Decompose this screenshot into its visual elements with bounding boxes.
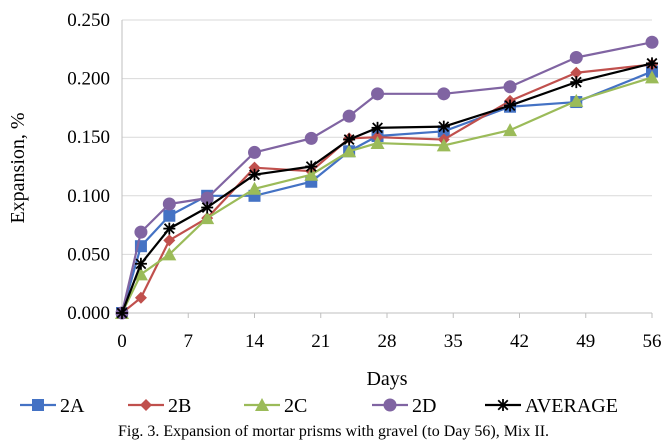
- x-tick-label: 49: [576, 331, 595, 352]
- legend-marker-2b: [140, 399, 152, 411]
- x-tick-label: 21: [311, 331, 330, 352]
- data-point-average: [570, 76, 583, 89]
- y-tick-label: 0.050: [67, 244, 110, 265]
- data-point-2d: [134, 225, 148, 239]
- x-tick-label: 14: [245, 331, 265, 352]
- legend-marker-2c: [255, 398, 269, 411]
- data-point-average: [646, 57, 658, 70]
- x-axis-title: Days: [366, 368, 407, 390]
- data-point-2c: [200, 211, 215, 225]
- legend-label-2d: 2D: [412, 395, 436, 417]
- data-point-2c: [370, 136, 385, 150]
- legend-item-2a: 2A: [20, 395, 85, 417]
- y-tick-label: 0.250: [67, 10, 110, 31]
- data-point-2d: [342, 109, 356, 123]
- axes: [121, 20, 653, 318]
- series-line-2d: [120, 41, 653, 314]
- data-point-2c: [436, 138, 451, 152]
- series-line-2b: [121, 63, 653, 314]
- x-tick-label: 28: [378, 331, 397, 352]
- data-point-2d: [645, 35, 659, 49]
- x-tick-label: 7: [184, 331, 194, 352]
- data-point-2c: [342, 144, 357, 158]
- data-point-2c: [569, 93, 584, 107]
- data-point-2c: [503, 123, 518, 137]
- data-point-2b: [163, 234, 176, 247]
- x-tick-label: 56: [643, 331, 662, 352]
- data-point-average: [248, 168, 261, 181]
- data-point-average: [305, 160, 318, 173]
- y-tick-label: 0.100: [67, 186, 110, 207]
- data-point-2c: [304, 167, 319, 181]
- legend-label-2a: 2A: [60, 395, 85, 417]
- data-point-2d: [162, 197, 176, 211]
- figure-caption: Fig. 3. Expansion of mortar prisms with …: [117, 423, 550, 440]
- data-point-2a: [163, 209, 176, 222]
- data-point-average: [371, 121, 384, 134]
- series-line-average: [120, 62, 653, 314]
- legend-marker-2d: [383, 398, 397, 412]
- data-point-2d: [248, 145, 261, 159]
- data-point-average: [437, 120, 450, 133]
- data-point-2c: [133, 267, 148, 281]
- y-tick-label: 0.200: [67, 69, 110, 90]
- legend: 2A 2B 2C 2D AVERAGE: [20, 395, 618, 417]
- series-average: [116, 57, 658, 319]
- legend-label-average: AVERAGE: [525, 395, 618, 417]
- data-point-average: [163, 222, 176, 235]
- data-point-2d: [437, 87, 451, 101]
- x-tick-label: 42: [510, 331, 529, 352]
- data-point-2b: [134, 291, 147, 304]
- data-point-average: [343, 133, 356, 146]
- data-point-2d: [503, 80, 517, 94]
- legend-marker-average: [497, 399, 509, 411]
- data-point-average: [116, 307, 128, 319]
- data-point-2d: [569, 51, 583, 65]
- series-lines: [115, 35, 659, 320]
- data-point-2c: [162, 247, 177, 261]
- tick-labels: 0.000 0.050 0.100 0.150 0.200 0.250 0 7 14 21 28 35…: [67, 10, 661, 352]
- legend-item-average: AVERAGE: [485, 395, 618, 417]
- x-tick-label: 35: [444, 331, 463, 352]
- data-point-2c: [645, 70, 659, 84]
- data-point-average: [504, 99, 517, 112]
- legend-item-2d: 2D: [372, 395, 436, 417]
- legend-item-2c: 2C: [244, 395, 307, 417]
- legend-item-2b: 2B: [128, 395, 191, 417]
- legend-marker-2a: [32, 399, 44, 411]
- y-tick-label: 0.000: [67, 303, 110, 324]
- x-tick-label: 0: [117, 331, 127, 352]
- series-2c: [115, 70, 659, 319]
- data-point-2d: [304, 131, 318, 145]
- y-axis-title: Expansion, %: [7, 112, 29, 223]
- legend-label-2b: 2B: [168, 395, 191, 417]
- data-point-2c: [247, 181, 262, 195]
- legend-label-2c: 2C: [284, 395, 307, 417]
- data-point-2b: [570, 66, 583, 79]
- data-point-2d: [200, 191, 214, 205]
- y-tick-label: 0.150: [67, 127, 110, 148]
- data-point-2d: [371, 87, 385, 101]
- data-point-average: [201, 201, 214, 214]
- data-point-average: [134, 257, 147, 270]
